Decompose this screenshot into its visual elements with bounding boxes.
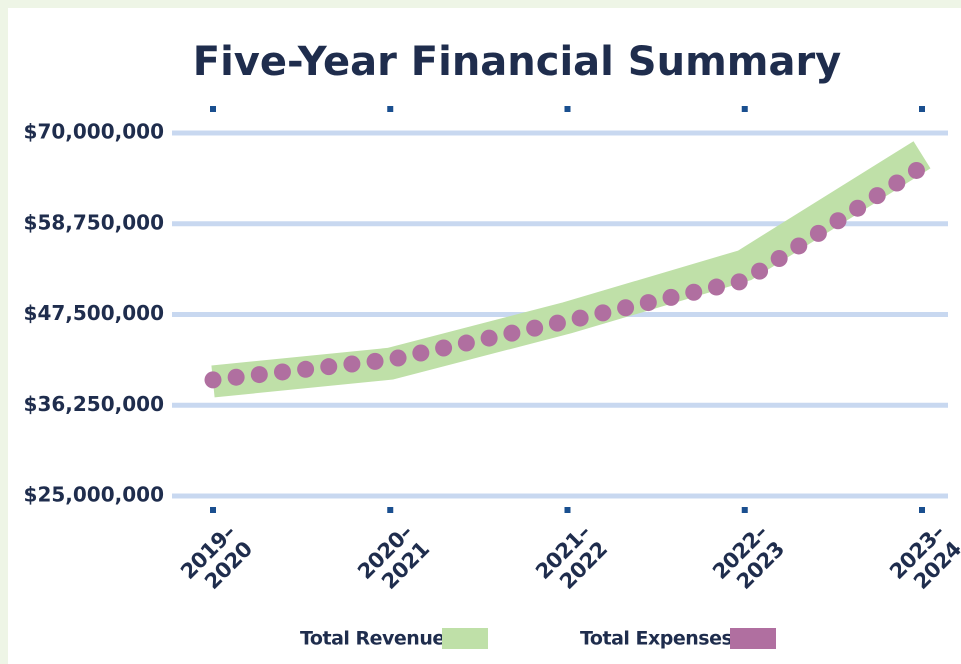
y-tick-label: $25,000,000 (24, 483, 164, 507)
y-tick-label: $47,500,000 (24, 301, 164, 325)
x-tick-mark (564, 507, 571, 513)
y-tick-label: $58,750,000 (24, 210, 164, 234)
legend-swatch (730, 628, 776, 649)
x-tick-mark (564, 106, 571, 112)
x-tick-mark (210, 106, 216, 112)
x-tick-mark (210, 507, 216, 513)
chart-title: Five-Year Financial Summary (193, 39, 842, 85)
x-tick-mark (741, 106, 748, 112)
x-tick-mark (919, 507, 925, 513)
expenses-line (204, 158, 931, 389)
x-tick-mark (741, 507, 748, 513)
y-tick-label: $36,250,000 (24, 392, 164, 416)
x-tick-mark (387, 507, 394, 513)
y-tick-label: $70,000,000 (24, 120, 164, 144)
legend-swatch (442, 628, 488, 649)
revenue-line (211, 141, 931, 398)
legend-label: Total Expenses (580, 628, 732, 650)
x-tick-mark (387, 106, 394, 112)
legend-label: Total Revenue (300, 628, 445, 650)
x-tick-mark (919, 106, 925, 112)
